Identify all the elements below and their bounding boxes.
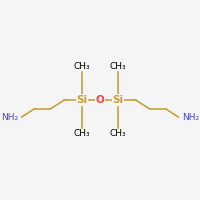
Text: Si: Si [112,95,123,105]
Text: CH₃: CH₃ [110,62,126,71]
Text: NH₂: NH₂ [182,112,199,121]
Text: CH₃: CH₃ [110,129,126,138]
Text: NH₂: NH₂ [1,112,18,121]
Text: O: O [96,95,104,105]
Text: CH₃: CH₃ [74,129,90,138]
Text: CH₃: CH₃ [74,62,90,71]
Text: Si: Si [77,95,88,105]
